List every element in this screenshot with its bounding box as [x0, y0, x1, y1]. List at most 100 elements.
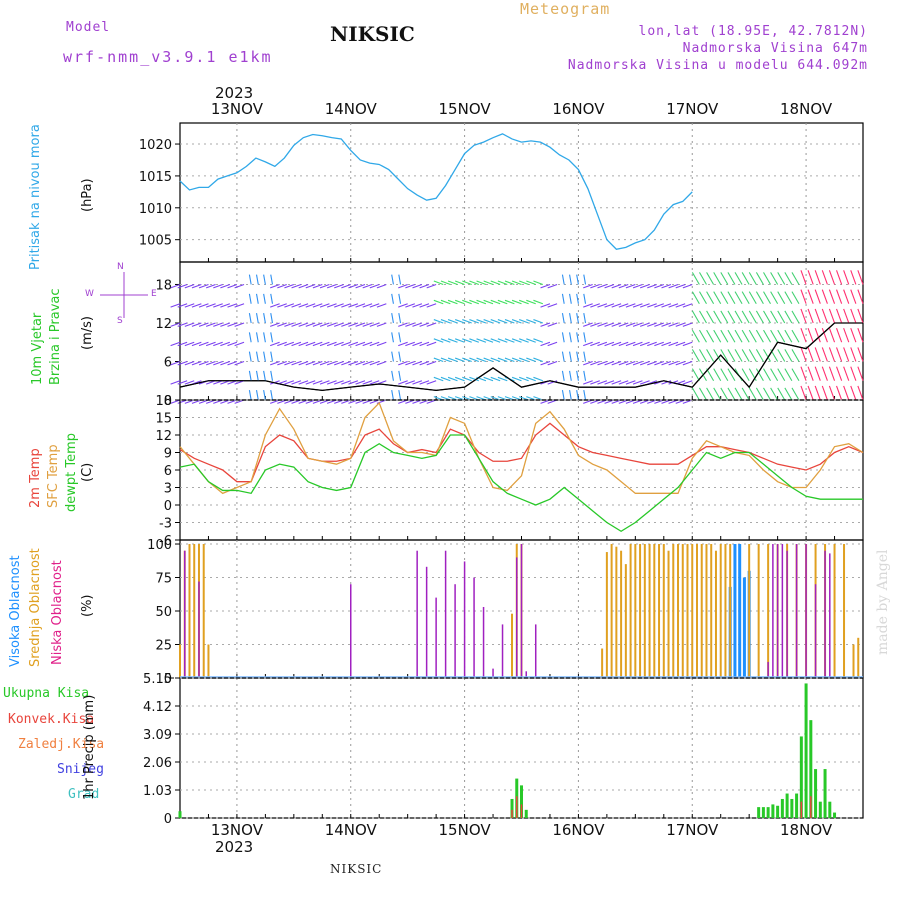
wind-barb: [675, 360, 686, 366]
wind-barb: [576, 390, 579, 401]
wind-barb: [734, 329, 743, 343]
y-tick-label: 1020: [139, 138, 172, 153]
wind-barb: [807, 308, 814, 324]
wind-barb: [277, 341, 287, 347]
bar-srednja-oblacnost: [188, 544, 191, 678]
wind-barb: [312, 322, 323, 327]
bar-niska-oblacnost: [805, 544, 807, 678]
top-year-label: 2023: [215, 84, 254, 102]
wind-barb: [483, 338, 494, 343]
wind-barb: [639, 303, 650, 308]
y-tick-label: 1010: [139, 202, 172, 217]
precip-label-hail: Grad: [68, 787, 100, 802]
wind-barb: [177, 341, 188, 347]
bar-niska-oblacnost: [435, 597, 437, 678]
bar-konvek-kisa: [810, 796, 812, 818]
bar-niska-oblacnost: [482, 606, 485, 678]
wind-barb: [706, 272, 715, 285]
y-tick-label: 18: [155, 278, 172, 293]
wind-barb: [234, 283, 245, 289]
wind-barb: [625, 341, 636, 347]
wind-barb: [784, 272, 793, 285]
wind-barb: [504, 357, 515, 363]
bar-srednja-oblacnost: [179, 644, 181, 678]
y-tick-label: 75: [155, 572, 172, 587]
wind-barb: [625, 380, 636, 385]
bar-niska-oblacnost: [520, 544, 523, 678]
bar-konvek-kisa: [516, 796, 518, 818]
wind-barb: [734, 272, 743, 285]
y-tick-label: 100: [147, 538, 172, 553]
wind-barb: [763, 368, 771, 382]
wind-barb: [263, 351, 266, 362]
wind-barb: [198, 360, 209, 366]
wind-barb: [263, 390, 266, 401]
wind-barb: [526, 319, 536, 324]
wind-barb: [511, 280, 522, 285]
precip-label-snow: Snijeg: [57, 762, 104, 777]
bar-srednja-oblacnost: [658, 544, 661, 678]
bar-niska-oblacnost: [786, 550, 788, 678]
y-tick-label: 0: [164, 672, 172, 687]
wind-barb: [821, 270, 828, 285]
series-line-pritisak-na-nivou-mora: [179, 133, 693, 250]
wind-barb: [398, 360, 408, 366]
wind-barb: [213, 360, 223, 366]
bar-niska-oblacnost: [501, 624, 504, 678]
wind-barb: [483, 376, 494, 382]
wind-barb: [713, 310, 722, 324]
wind-barb: [583, 283, 593, 289]
wind-barb: [639, 341, 650, 347]
wind-barb: [583, 274, 587, 285]
wind-barb: [213, 341, 223, 347]
bar-ukupna-kisa: [833, 812, 837, 818]
wind-barb: [699, 387, 707, 401]
wind-barb: [777, 310, 786, 324]
wind-barb: [741, 272, 750, 285]
wind-barb: [447, 338, 458, 343]
wind-barb: [298, 322, 309, 327]
wind-barb: [433, 338, 444, 343]
wind-barb: [691, 272, 700, 285]
wind-barb: [348, 303, 359, 308]
wind-barb: [526, 357, 536, 363]
wind-barb: [298, 303, 309, 308]
wind-barb: [611, 303, 622, 308]
wind-barb: [583, 390, 587, 401]
wind-barb: [661, 341, 672, 347]
wind-barb: [497, 280, 508, 285]
wind-barb: [654, 341, 664, 347]
wind-barb: [713, 368, 722, 382]
y-tick-label: -3: [159, 517, 172, 532]
wind-barb: [828, 308, 836, 324]
wind-barb: [227, 303, 238, 308]
wind-barb: [727, 349, 736, 362]
bar-srednja-oblacnost: [601, 648, 604, 678]
wind-barb: [576, 274, 579, 285]
wind-barb: [561, 293, 565, 304]
wind-barb: [476, 280, 487, 285]
wind-barb: [741, 310, 750, 324]
wind-barb: [220, 322, 230, 327]
wind-barb: [583, 332, 587, 343]
wind-barb: [440, 338, 451, 343]
wind-barb: [184, 283, 195, 289]
wind-barb: [713, 349, 722, 362]
wind-barb: [727, 387, 736, 401]
wind-barb: [170, 399, 181, 404]
wind-barb: [284, 283, 295, 289]
wind-barb: [205, 380, 216, 385]
wind-barb: [362, 283, 373, 289]
wind-barb: [426, 303, 437, 308]
wind-barb: [504, 319, 515, 324]
bar-srednja-oblacnost: [686, 544, 689, 678]
wind-barb: [334, 380, 344, 385]
wind-barb: [604, 380, 615, 385]
wind-barb: [205, 283, 216, 289]
y-tick-label: 50: [155, 605, 172, 620]
wind-barb: [706, 349, 715, 362]
wind-barb: [177, 360, 188, 366]
wind-barb: [713, 291, 722, 304]
wind-barb: [763, 387, 771, 401]
top-date-label: 14NOV: [325, 100, 378, 118]
